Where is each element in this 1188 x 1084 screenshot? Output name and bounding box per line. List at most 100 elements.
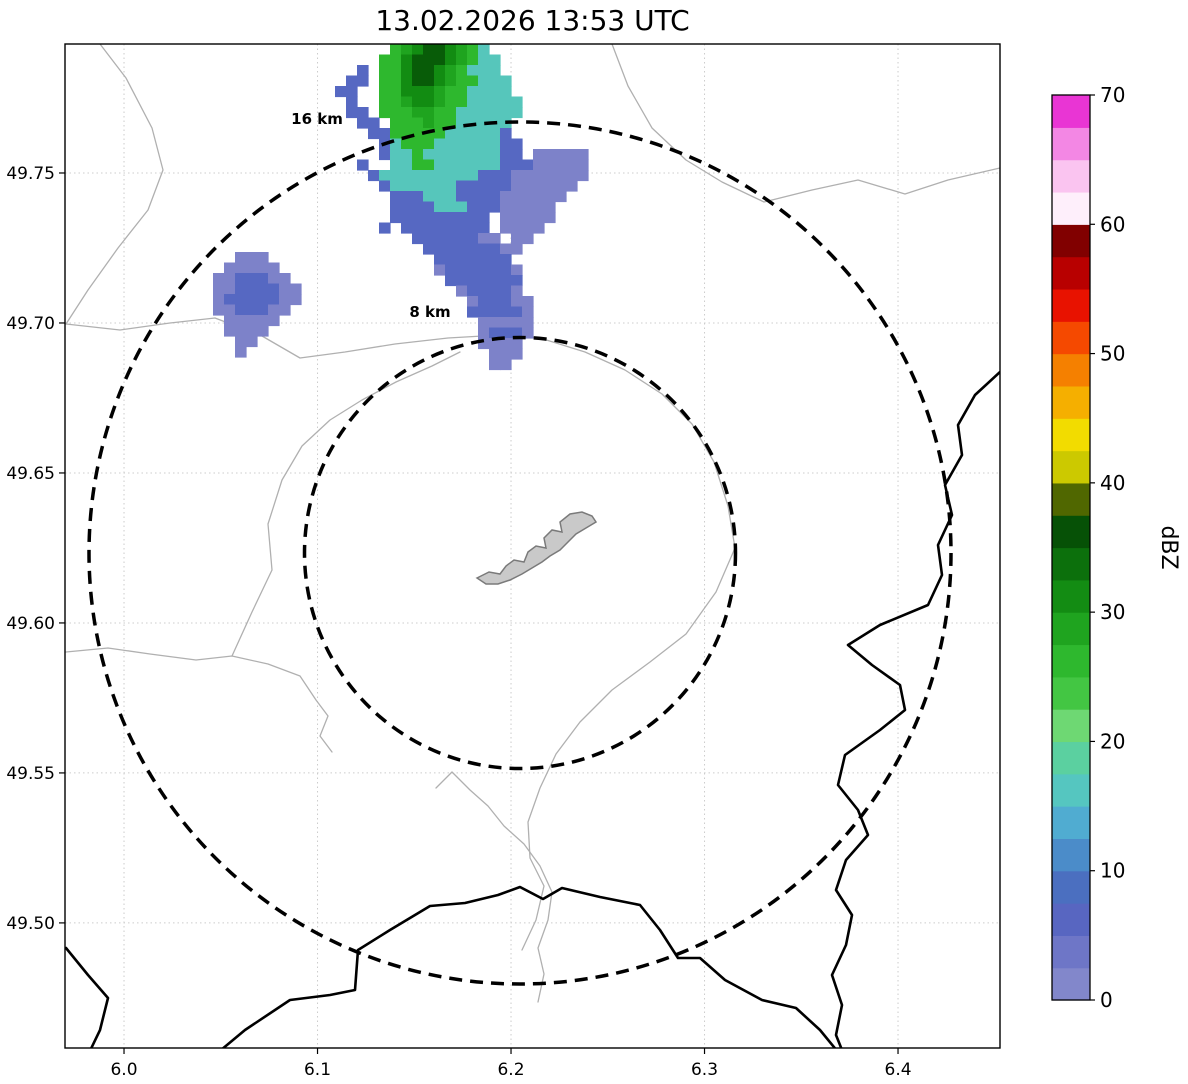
y-tick-label: 49.50 (6, 914, 55, 934)
radar-echo-cell (489, 159, 501, 171)
y-tick-label: 49.65 (6, 464, 55, 484)
radar-echo-cell (489, 138, 501, 150)
range-rings (87, 120, 953, 986)
radar-echo-cell (489, 317, 501, 329)
radar-echo-cell (368, 170, 380, 182)
range-ring-8km (302, 335, 738, 771)
radar-echo-cell (257, 262, 269, 274)
colorbar-band (1052, 224, 1090, 258)
radar-echo-cell (467, 75, 479, 87)
radar-echo-cell (412, 191, 424, 203)
radar-echo-cell (478, 264, 490, 276)
radar-echo-cell (279, 304, 291, 316)
radar-echo-cell (478, 128, 490, 140)
radar-echo-cell (500, 75, 512, 87)
radar-echo-cell (478, 138, 490, 150)
radar-echo-cell (423, 44, 435, 56)
radar-echo-cell (346, 75, 358, 87)
colorbar-tick-label: 10 (1100, 859, 1125, 883)
radar-echo-cell (445, 149, 457, 161)
radar-echo-cell (478, 212, 490, 224)
radar-echo-cell (434, 128, 446, 140)
radar-echo-cell (445, 201, 457, 213)
radar-echo-cell (456, 75, 468, 87)
colorbar-tick-label: 30 (1100, 600, 1125, 624)
radar-echo-cell (412, 96, 424, 108)
radar-echo-cell (423, 222, 435, 234)
radar-echo-cell (445, 75, 457, 87)
radar-echo-cell (401, 117, 413, 129)
radar-echo-cell (489, 359, 501, 371)
radar-echo-cell (423, 191, 435, 203)
radar-echo-cell (346, 96, 358, 108)
radar-echo-cell (412, 75, 424, 87)
radar-echo-cell (390, 117, 402, 129)
radar-echo-cell (544, 212, 556, 224)
radar-echo-cell (555, 149, 567, 161)
radar-echo-cell (456, 96, 468, 108)
radar-echo-cell (500, 149, 512, 161)
radar-echo-cell (511, 285, 523, 297)
radar-echo-cell (533, 159, 545, 171)
radar-echo-cell (500, 348, 512, 360)
radar-echo-cell (401, 222, 413, 234)
radar-echo-cell (235, 346, 247, 358)
radar-echo-cell (246, 294, 258, 306)
radar-echo-cell (467, 201, 479, 213)
radar-echo-cell (268, 315, 280, 327)
radar-echo-cell (456, 86, 468, 98)
radar-echo-cell (445, 107, 457, 119)
colorbar-band (1052, 612, 1090, 646)
radar-echo-cell (235, 315, 247, 327)
radar-echo-cell (500, 201, 512, 213)
radar-echo-cell (368, 117, 380, 129)
x-tick-label: 6.3 (691, 1060, 718, 1080)
radar-echo-cell (445, 254, 457, 266)
radar-echo-cell (478, 54, 490, 66)
radar-echo-cell (489, 86, 501, 98)
radar-echo-cell (511, 191, 523, 203)
radar-echo-cell (467, 138, 479, 150)
radar-echo-cell (357, 117, 369, 129)
radar-echo-cell (434, 212, 446, 224)
radar-echo-cell (235, 283, 247, 295)
radar-echo-cell (489, 338, 501, 350)
radar-echo-cell (379, 107, 391, 119)
radar-echo-cell (390, 128, 402, 140)
radar-echo-cell (246, 273, 258, 285)
colorbar-band (1052, 579, 1090, 613)
radar-echo-cell (489, 149, 501, 161)
radar-echo-cell (478, 233, 490, 245)
radar-echo-cell (544, 180, 556, 192)
radar-echo-cell (434, 44, 446, 56)
country-border-line (830, 370, 1000, 1048)
radar-echo-cell (434, 254, 446, 266)
radar-echo-cell (456, 149, 468, 161)
colorbar-band (1052, 515, 1090, 549)
radar-echo-cell (357, 65, 369, 77)
radar-echo-cell (511, 243, 523, 255)
radar-echo-cell (401, 107, 413, 119)
radar-echo-cell (412, 65, 424, 77)
radar-echo-cell (412, 222, 424, 234)
y-tick-label: 49.75 (6, 164, 55, 184)
radar-echo-cell (434, 107, 446, 119)
radar-echo-cell (235, 252, 247, 264)
radar-echo-cell (478, 306, 490, 318)
radar-echo-cell (246, 252, 258, 264)
radar-echo-cell (511, 264, 523, 276)
radar-echo-cell (379, 54, 391, 66)
radar-echo-cell (290, 283, 302, 295)
radar-echo-cell (478, 317, 490, 329)
radar-echo-cell (566, 149, 578, 161)
colorbar-band (1052, 741, 1090, 775)
radar-echo-cell (511, 222, 523, 234)
figure-title: 13.02.2026 13:53 UTC (375, 4, 690, 37)
colorbar-band (1052, 159, 1090, 193)
radar-echo-cell (401, 191, 413, 203)
radar-echo-cell (467, 128, 479, 140)
radar-echo-cell (478, 96, 490, 108)
radar-echo-cell (423, 65, 435, 77)
radar-echo-cell (489, 128, 501, 140)
radar-echo-cell (434, 201, 446, 213)
